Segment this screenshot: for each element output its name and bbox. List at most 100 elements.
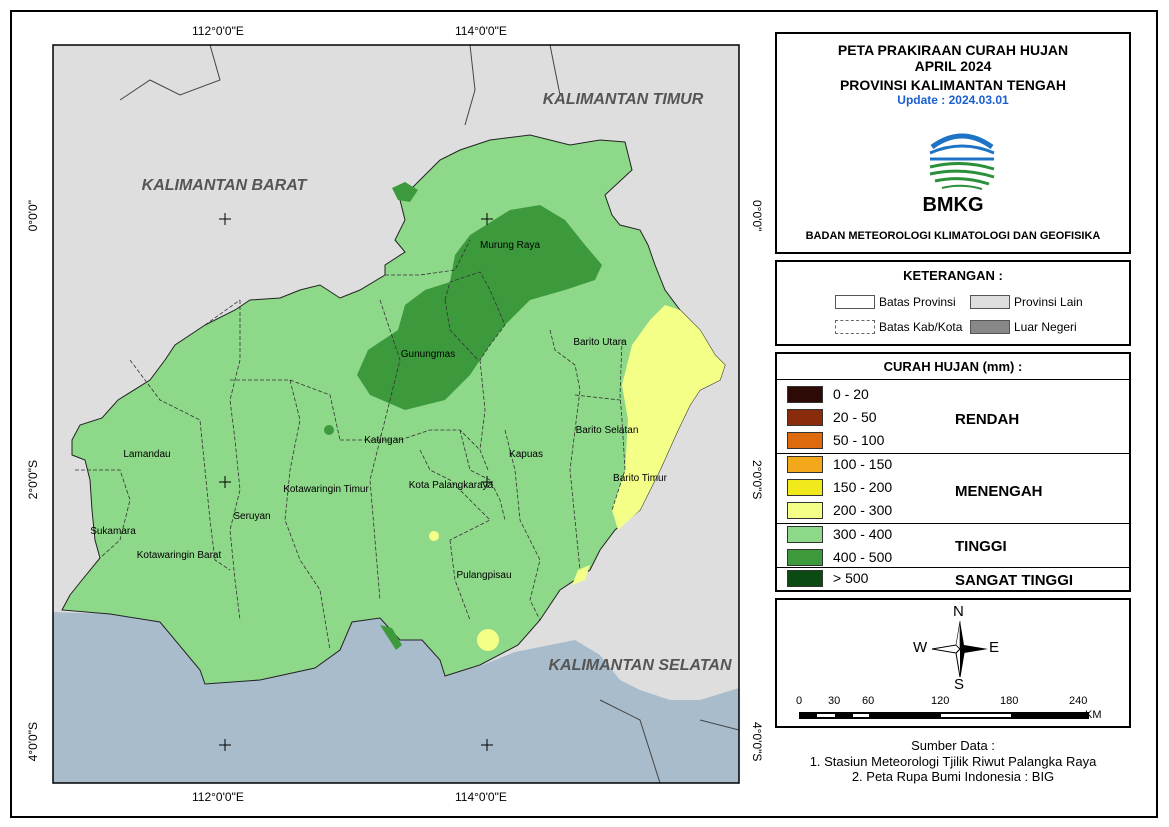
kab-label-lamandau: Lamandau [123, 449, 170, 460]
kab-label-barito-utara: Barito Utara [573, 337, 627, 348]
map-border [52, 44, 740, 784]
compass-scale-panel: N S W E 0 30 60 120 180 240 KM [775, 598, 1131, 728]
map-frame [10, 10, 1158, 818]
coord-left-2s: 2°0'0"S [26, 460, 40, 500]
other-boundary [119, 45, 739, 783]
class-swatch [787, 409, 823, 426]
kab-label-kotim: Kotawaringin Timur [283, 484, 369, 495]
class-label: 100 - 150 [833, 456, 893, 472]
compass-north: N [953, 603, 964, 620]
coord-left-4s: 4°0'0"S [26, 722, 40, 762]
category-sangat-tinggi: SANGAT TINGGI [955, 572, 1074, 589]
coord-left-0: 0°0'0" [26, 200, 40, 232]
zone-400-500 [357, 205, 602, 410]
batas-kab-label: Batas Kab/Kota [879, 320, 963, 334]
title-panel: PETA PRAKIRAAN CURAH HUJAN APRIL 2024 PR… [775, 32, 1131, 254]
grid-crosses [219, 213, 493, 751]
class-label: 200 - 300 [833, 502, 893, 518]
coord-top-114: 114°0'0"E [455, 24, 507, 38]
map-province: PROVINSI KALIMANTAN TENGAH [839, 77, 1067, 93]
batas-provinsi-symbol [835, 295, 875, 309]
class-label: > 500 [833, 570, 869, 586]
map-period: APRIL 2024 [914, 58, 992, 74]
coord-right-2s: 2°0'0"S [750, 460, 764, 500]
kab-label-palangkaraya: Kota Palangkaraya [409, 480, 494, 491]
curah-hujan-heading: CURAH HUJAN (mm) : [883, 359, 1023, 374]
category-tinggi: TINGGI [955, 538, 1007, 555]
scale-tick-label: 240 [1069, 695, 1088, 707]
scale-bar [799, 712, 1089, 719]
scale-tick-label: 180 [1000, 695, 1019, 707]
kab-label-gunungmas: Gunungmas [401, 349, 455, 360]
kab-label-kapuas: Kapuas [509, 449, 543, 460]
bmkg-logo-text: BMKG [922, 194, 984, 216]
keterangan-heading: KETERANGAN : [903, 268, 1003, 283]
compass-west: W [913, 639, 928, 656]
class-swatch [787, 432, 823, 449]
provinsi-lain-symbol [970, 295, 1010, 309]
class-label: 400 - 500 [833, 549, 893, 565]
keterangan-panel: KETERANGAN : Batas Provinsi Provinsi Lai… [775, 260, 1131, 346]
class-swatch [787, 386, 823, 403]
sumber-line-2: 2. Peta Rupa Bumi Indonesia : BIG [851, 769, 1055, 784]
region-label-kaltim: KALIMANTAN TIMUR [543, 91, 704, 108]
zone-200-300 [429, 531, 439, 541]
scale-tick-label: 60 [862, 695, 875, 707]
class-swatch [787, 456, 823, 473]
region-label-kalbar: KALIMANTAN BARAT [142, 177, 308, 194]
kab-label-seruyan: Seruyan [233, 511, 270, 522]
batas-kab-symbol [835, 320, 875, 334]
region-label-kalsel: KALIMANTAN SELATAN [548, 657, 732, 674]
luar-negeri-label: Luar Negeri [1014, 320, 1077, 334]
kab-label-barito-selatan: Barito Selatan [576, 425, 639, 436]
zone-200-300 [477, 629, 499, 651]
kab-label-pulangpisau: Pulangpisau [456, 570, 511, 581]
bmkg-logo-icon [929, 133, 995, 190]
kab-label-katingan: Katingan [364, 435, 403, 446]
compass-south: S [954, 676, 965, 693]
legend-separator [777, 453, 1129, 454]
kab-label-sukamara: Sukamara [90, 526, 136, 537]
coord-top-112: 112°0'0"E [192, 24, 244, 38]
class-swatch [787, 479, 823, 496]
category-rendah: RENDAH [955, 411, 1020, 428]
scale-tick-label: 30 [828, 695, 841, 707]
class-label: 20 - 50 [833, 409, 877, 425]
coord-right-4s: 4°0'0"S [750, 722, 764, 762]
zone-200-300 [612, 305, 725, 530]
class-swatch [787, 549, 823, 566]
class-label: 300 - 400 [833, 526, 893, 542]
agency-name: BADAN METEOROLOGI KLIMATOLOGI DAN GEOFIS… [805, 230, 1101, 242]
zone-200-300 [572, 565, 590, 585]
sumber-heading: Sumber Data : [911, 738, 995, 753]
zone-400-500 [324, 425, 334, 435]
legend-separator [777, 379, 1129, 380]
class-swatch [787, 502, 823, 519]
coord-bottom-112: 112°0'0"E [192, 790, 244, 804]
batas-provinsi-label: Batas Provinsi [879, 295, 956, 309]
category-menengah: MENENGAH [955, 483, 1043, 500]
zone-400-500 [380, 625, 402, 650]
kab-boundary [75, 239, 626, 651]
class-swatch [787, 526, 823, 543]
update-date: Update : 2024.03.01 [897, 93, 1009, 107]
provinsi-lain-label: Provinsi Lain [1014, 295, 1083, 309]
compass-east: E [989, 639, 1000, 656]
class-label: 0 - 20 [833, 386, 869, 402]
legend-separator [777, 567, 1129, 568]
luar-negeri-symbol [970, 320, 1010, 334]
zone-400-500 [392, 182, 418, 202]
legend-separator [777, 523, 1129, 524]
class-label: 50 - 100 [833, 432, 885, 448]
kab-label-kobar: Kotawaringin Barat [137, 550, 222, 561]
coord-bottom-114: 114°0'0"E [455, 790, 507, 804]
scale-tick-label: 120 [931, 695, 950, 707]
kab-label-murung-raya: Murung Raya [480, 240, 540, 251]
map-title: PETA PRAKIRAAN CURAH HUJAN [837, 42, 1069, 58]
compass-rose-icon [931, 620, 988, 678]
scale-unit: KM [1085, 709, 1102, 721]
scale-tick-label: 0 [796, 695, 803, 707]
class-label: 150 - 200 [833, 479, 893, 495]
curah-hujan-panel: CURAH HUJAN (mm) : 0 - 20 20 - 50 50 - 1… [775, 352, 1131, 592]
